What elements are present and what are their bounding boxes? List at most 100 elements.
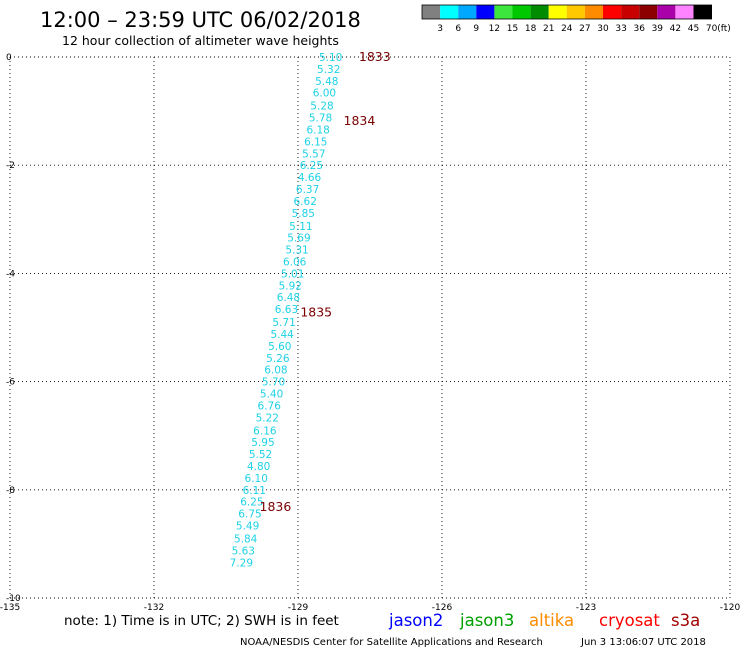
colorbar-label: 39 — [652, 24, 664, 34]
colorbar-swatch — [440, 5, 459, 19]
wave-height-point: 5.52 — [249, 449, 272, 461]
colorbar-swatch — [693, 5, 712, 19]
time-labels: 1833 1834 1835 1836 — [260, 49, 391, 514]
satellite-legend: jason2 jason3 altika cryosat s3a — [388, 611, 700, 630]
colorbar-label: 27 — [579, 24, 590, 34]
colorbar-label: 21 — [543, 24, 554, 34]
colorbar-swatch — [512, 5, 531, 19]
colorbar-swatch — [566, 5, 585, 19]
wave-height-point: 6.62 — [294, 196, 317, 208]
colorbar-swatch — [621, 5, 640, 19]
x-tick-label: -135 — [0, 603, 20, 613]
colorbar-swatch — [675, 5, 694, 19]
axis-tick-labels: -135 -132 -129 -126 -123 -120 0 -2 -4 -6 -8 -10 — [0, 53, 740, 613]
colorbar-legend: 3 6 9 12 15 18 21 24 27 30 33 36 39 42 45 70 (ft) — [421, 4, 731, 34]
colorbar-swatch — [639, 5, 658, 19]
legend-jason2: jason2 — [388, 611, 443, 630]
chart-title: 12:00 – 23:59 UTC 06/02/2018 — [40, 8, 361, 32]
wave-height-point: 5.71 — [272, 317, 295, 329]
x-tick-label: -120 — [720, 603, 740, 613]
time-label: 1836 — [260, 499, 292, 514]
wave-height-point: 4.80 — [247, 461, 270, 473]
wave-height-point: 6.06 — [283, 256, 307, 268]
colorbar-label: 9 — [473, 24, 479, 34]
wave-height-point: 5.70 — [262, 377, 285, 389]
y-tick-label: -4 — [6, 269, 15, 279]
time-label: 1834 — [344, 113, 376, 128]
wave-height-point: 5.32 — [317, 64, 340, 76]
wave-height-point: 6.48 — [277, 292, 300, 304]
colorbar-label: 18 — [525, 24, 537, 34]
colorbar-swatch — [657, 5, 676, 19]
wave-height-point: 7.29 — [230, 557, 253, 569]
colorbar-swatch — [548, 5, 567, 19]
legend-altika: altika — [529, 611, 574, 630]
wave-height-point: 5.49 — [236, 521, 259, 533]
wave-height-point: 6.16 — [253, 425, 277, 437]
colorbar-label: 6 — [455, 24, 461, 34]
legend-cryosat: cryosat — [599, 611, 660, 630]
wave-height-point: 5.48 — [315, 76, 338, 88]
chart-subtitle: 12 hour collection of altimeter wave hei… — [62, 33, 339, 48]
colorbar-label: 70 — [706, 24, 718, 34]
colorbar-swatch — [494, 5, 513, 19]
wave-height-point: 6.10 — [245, 473, 268, 485]
x-tick-label: -129 — [288, 603, 309, 613]
plot-grid — [9, 56, 731, 599]
wave-height-point: 6.76 — [258, 400, 282, 412]
colorbar-swatch — [603, 5, 622, 19]
wave-height-point: 4.66 — [298, 172, 322, 184]
wave-height-point: 5.44 — [270, 329, 294, 341]
colorbar-label: 42 — [670, 24, 681, 34]
y-tick-label: -10 — [6, 594, 21, 604]
wave-height-point: 5.31 — [285, 245, 308, 257]
wave-height-point: 5.69 — [287, 233, 310, 245]
colorbar-swatch — [422, 5, 441, 19]
wave-height-point: 6.08 — [264, 365, 287, 377]
colorbar-label: 24 — [561, 24, 573, 34]
y-tick-label: -8 — [6, 486, 15, 496]
wave-height-point: 5.78 — [309, 113, 332, 125]
wave-height-point: 5.11 — [289, 221, 312, 233]
wave-height-points: 5.105.325.486.005.285.786.186.155.576.25… — [230, 52, 343, 569]
wave-height-point: 6.00 — [313, 88, 336, 100]
wave-height-point: 5.92 — [279, 280, 302, 292]
wave-height-point: 6.63 — [275, 304, 298, 316]
y-tick-label: -2 — [6, 161, 15, 171]
wave-height-point: 5.63 — [232, 545, 255, 557]
wave-height-point: 5.84 — [234, 533, 258, 545]
wave-height-point: 6.11 — [243, 485, 266, 497]
colorbar-label: 12 — [489, 24, 500, 34]
wave-height-point: 6.25 — [300, 160, 323, 172]
footer-timestamp: Jun 3 13:06:07 UTC 2018 — [580, 637, 706, 648]
colorbar-label: 33 — [615, 24, 626, 34]
wave-height-point: 5.10 — [319, 52, 342, 64]
wave-height-point: 6.75 — [238, 509, 261, 521]
wave-height-point: 6.37 — [296, 184, 319, 196]
colorbar-label: 36 — [633, 24, 645, 34]
units-note: note: 1) Time is in UTC; 2) SWH is in fe… — [64, 613, 339, 629]
colorbar-swatch — [476, 5, 495, 19]
wave-height-point: 5.28 — [310, 101, 333, 113]
colorbar-label: 45 — [688, 24, 699, 34]
y-tick-label: 0 — [6, 53, 12, 63]
time-label: 1833 — [359, 49, 391, 64]
footer-credit: NOAA/NESDIS Center for Satellite Applica… — [240, 637, 543, 648]
wave-height-point: 6.15 — [304, 136, 327, 148]
colorbar-label: 30 — [597, 24, 609, 34]
x-tick-label: -132 — [144, 603, 164, 613]
colorbar-swatch — [530, 5, 549, 19]
wave-height-point: 5.95 — [251, 437, 274, 449]
wave-height-point: 5.22 — [256, 412, 279, 424]
wave-height-point: 5.01 — [281, 268, 304, 280]
time-label: 1835 — [300, 304, 332, 319]
colorbar-frame — [421, 4, 713, 20]
wave-height-point: 6.18 — [306, 124, 329, 136]
wave-height-point: 5.85 — [292, 208, 315, 220]
colorbar-unit: (ft) — [717, 24, 731, 34]
colorbar-swatch — [584, 5, 603, 19]
colorbar-label: 15 — [507, 24, 518, 34]
colorbar-label: 3 — [437, 24, 443, 34]
wave-height-point: 5.26 — [266, 353, 290, 365]
